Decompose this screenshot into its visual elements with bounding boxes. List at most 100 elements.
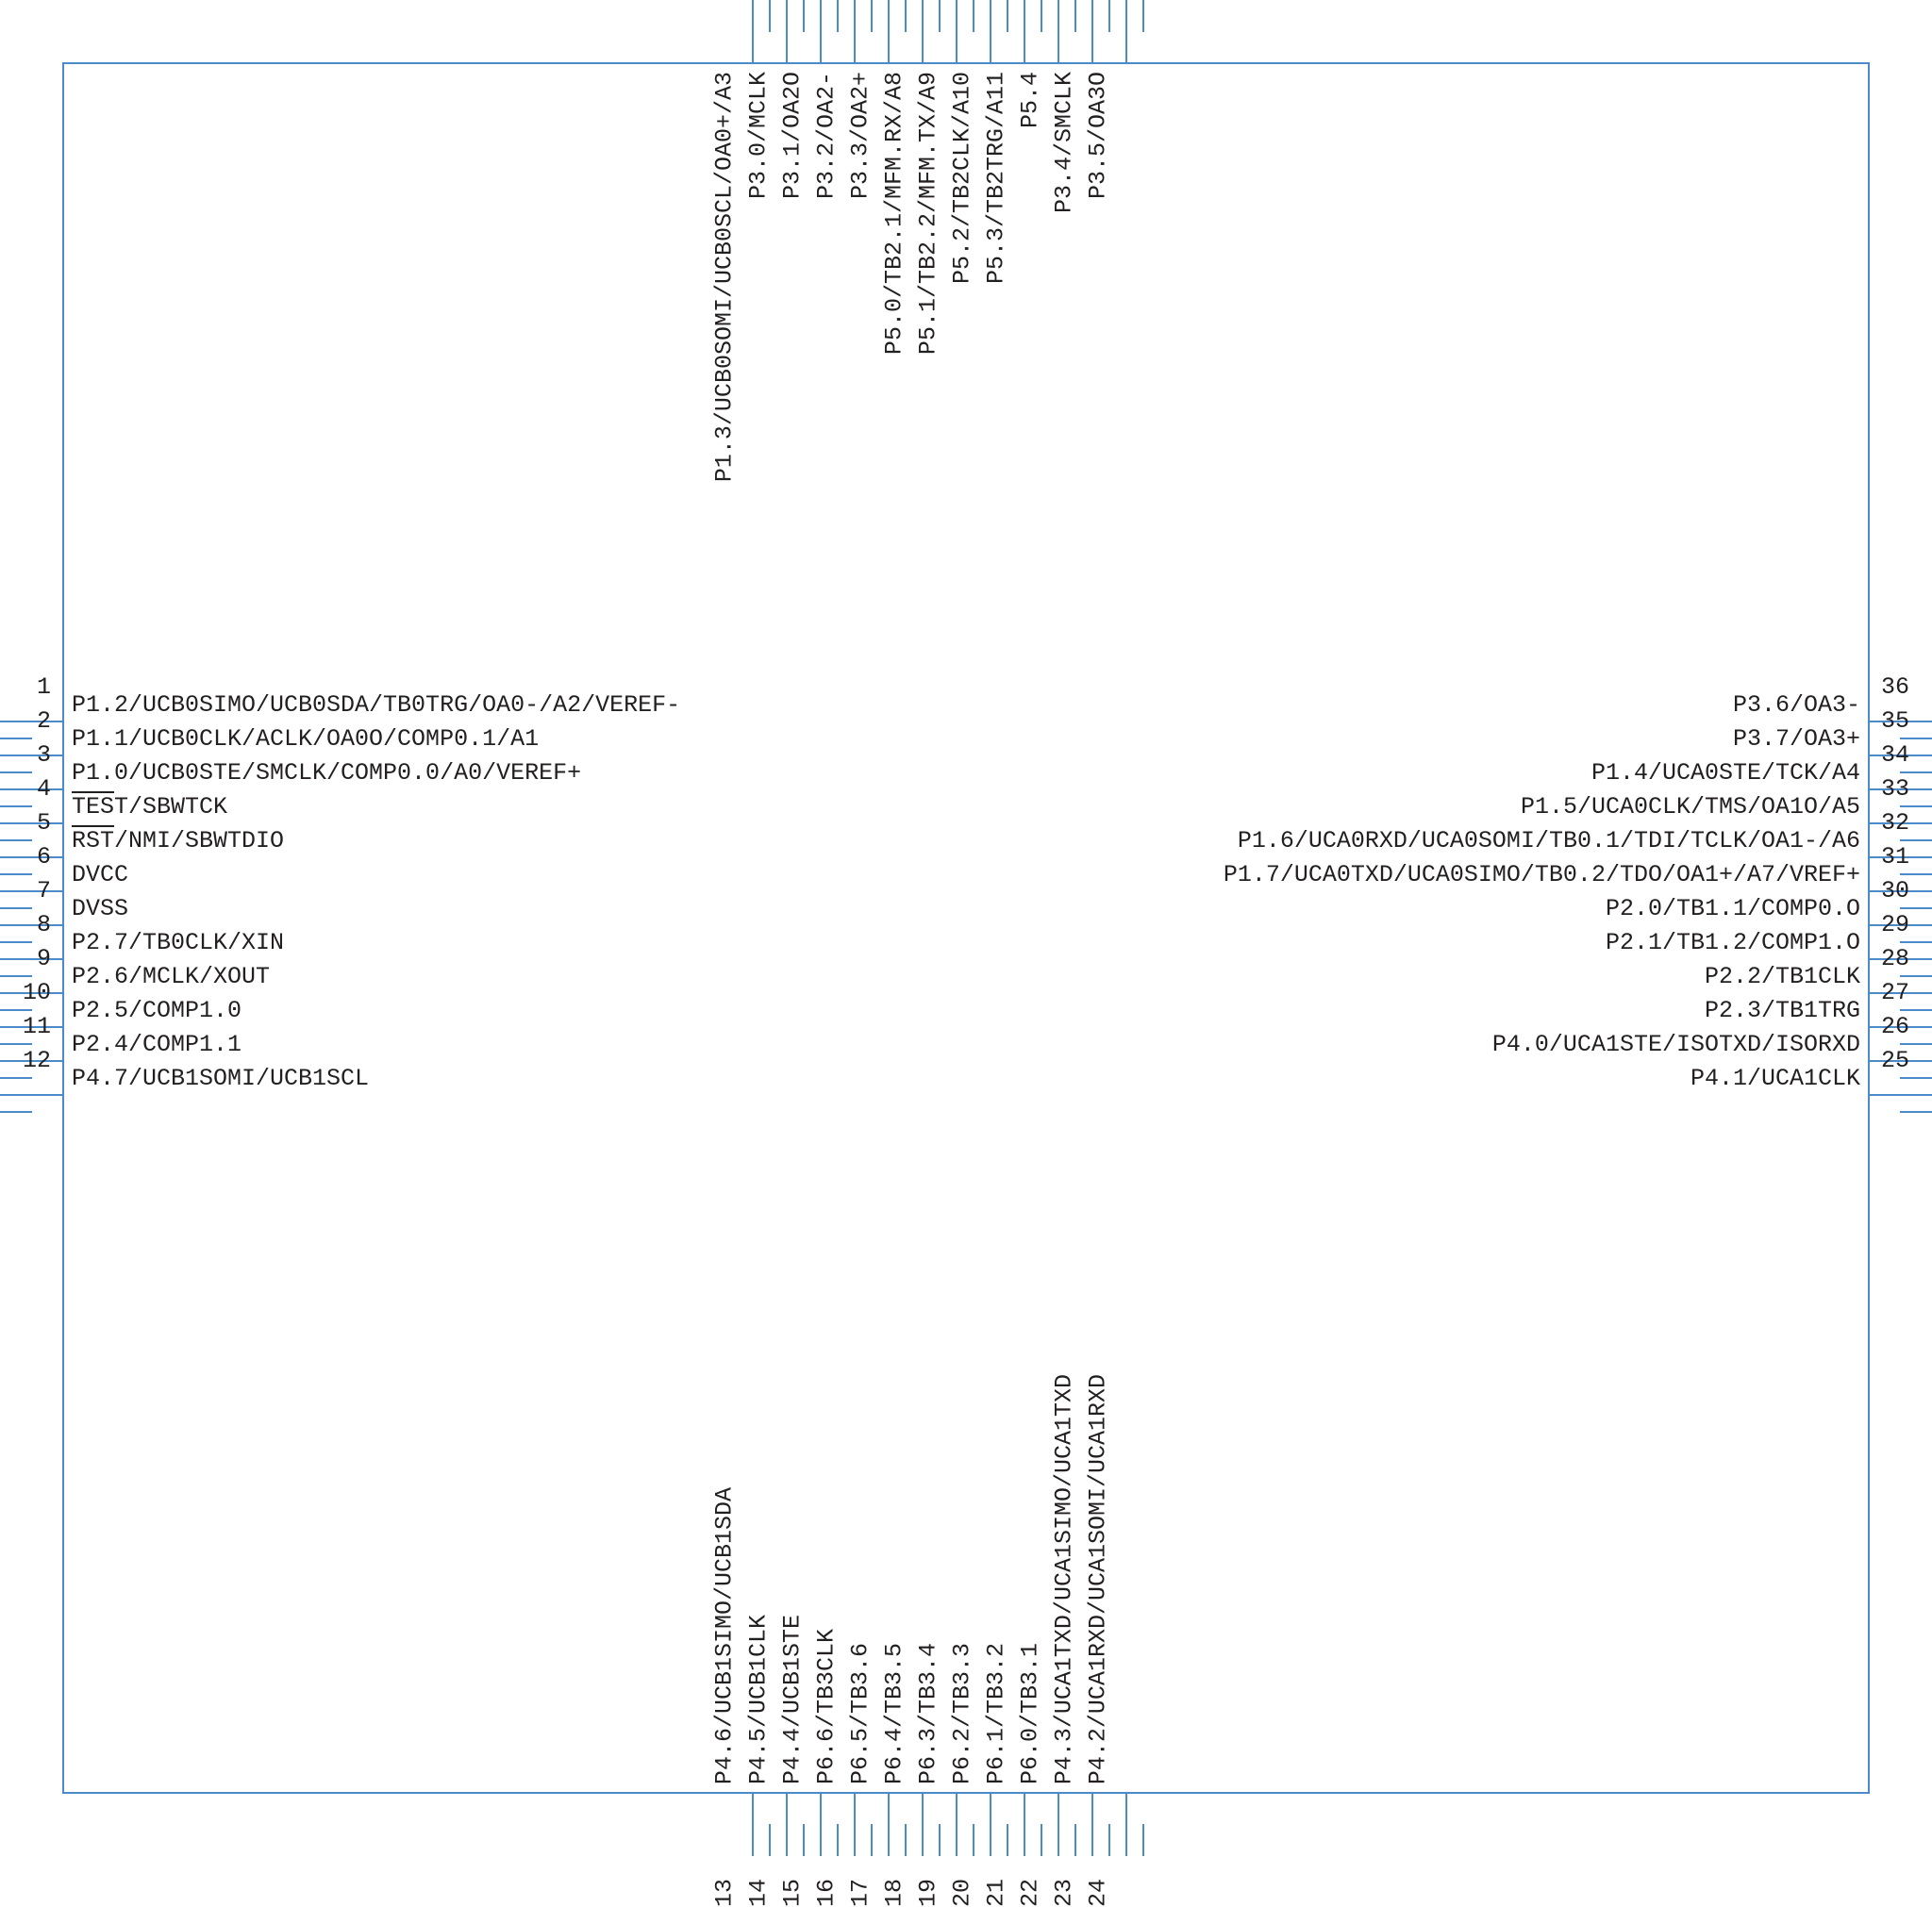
pin-label: P4.7/UCB1SOMI/UCB1SCL bbox=[72, 1065, 369, 1092]
pin-number: 35 bbox=[1881, 707, 1923, 735]
pin: 17P6.5/TB3.6 bbox=[871, 1784, 905, 1856]
pin-label: P1.6/UCA0RXD/UCA0SOMI/TB0.1/TDI/TCLK/OA1… bbox=[1238, 827, 1860, 854]
pin-number: 19 bbox=[915, 1879, 942, 1907]
pin-number: 24 bbox=[1085, 1879, 1112, 1907]
pin-label: P2.1/TB1.2/COMP1.O bbox=[1606, 929, 1860, 956]
pin-label: P3.6/OA3- bbox=[1733, 691, 1860, 719]
pin-number: 3 bbox=[9, 741, 51, 769]
pin-number: 27 bbox=[1881, 979, 1923, 1006]
pin: 23P4.3/UCA1TXD/UCA1SIMO/UCA1TXD bbox=[1074, 1784, 1108, 1856]
pin: 39P5.4 bbox=[1041, 0, 1074, 72]
pin-label: P4.3/UCA1TXD/UCA1SIMO/UCA1TXD bbox=[1051, 1374, 1078, 1784]
pin-number: 2 bbox=[9, 707, 51, 735]
pin-number: 20 bbox=[949, 1879, 976, 1907]
pin: 46P3.1/OA2O bbox=[803, 0, 837, 72]
pin-number: 32 bbox=[1881, 809, 1923, 837]
pin-label: P1.2/UCB0SIMO/UCB0SDA/TB0TRG/OA0-/A2/VER… bbox=[72, 691, 680, 719]
pin-number: 34 bbox=[1881, 741, 1923, 769]
pin-label: P3.7/OA3+ bbox=[1733, 725, 1860, 753]
pin-label: P2.4/COMP1.1 bbox=[72, 1031, 242, 1058]
pin-label: P1.4/UCA0STE/TCK/A4 bbox=[1591, 759, 1860, 787]
pin-number: 8 bbox=[9, 911, 51, 938]
pin: 48P1.3/UCB0SOMI/UCB0SCL/OA0+/A3 bbox=[735, 0, 769, 72]
pin-label: P3.0/MCLK bbox=[745, 72, 773, 199]
pin-label: P4.0/UCA1STE/ISOTXD/ISORXD bbox=[1492, 1031, 1860, 1058]
pin-label: P6.2/TB3.3 bbox=[949, 1643, 976, 1784]
pin: 22P6.0/TB3.1 bbox=[1041, 1784, 1074, 1856]
pin-number: 36 bbox=[1881, 673, 1923, 701]
pin-number: 13 bbox=[711, 1879, 739, 1907]
pin-label: RST/NMI/SBWTDIO bbox=[72, 827, 284, 854]
pin-label: P6.1/TB3.2 bbox=[983, 1643, 1010, 1784]
pin-number: 33 bbox=[1881, 775, 1923, 803]
pin: 45P3.2/OA2- bbox=[837, 0, 871, 72]
pin-number: 11 bbox=[9, 1013, 51, 1040]
pin-label: P1.3/UCB0SOMI/UCB0SCL/OA0+/A3 bbox=[711, 72, 739, 482]
pin: 14P4.5/UCB1CLK bbox=[769, 1784, 803, 1856]
pin-number: 7 bbox=[9, 877, 51, 904]
pin-label: P2.5/COMP1.0 bbox=[72, 997, 242, 1024]
pin-label: P4.6/UCB1SIMO/UCB1SDA bbox=[711, 1487, 739, 1784]
pin-number: 6 bbox=[9, 843, 51, 871]
pin-label: P1.5/UCA0CLK/TMS/OA1O/A5 bbox=[1521, 793, 1860, 821]
pin-number: 22 bbox=[1017, 1879, 1044, 1907]
pin-label: P6.3/TB3.4 bbox=[915, 1643, 942, 1784]
pin-number: 16 bbox=[813, 1879, 841, 1907]
pin-label: P6.5/TB3.6 bbox=[847, 1643, 874, 1784]
pin-label: P4.4/UCB1STE bbox=[779, 1615, 807, 1784]
pin-label: P6.0/TB3.1 bbox=[1017, 1643, 1044, 1784]
pin-label: DVSS bbox=[72, 895, 128, 922]
pin-label: P3.4/SMCLK bbox=[1051, 72, 1078, 213]
pin: 43P5.0/TB2.1/MFM.RX/A8 bbox=[905, 0, 939, 72]
pin-number: 28 bbox=[1881, 945, 1923, 972]
pin: 21P6.1/TB3.2 bbox=[1007, 1784, 1041, 1856]
pin-number: 1 bbox=[9, 673, 51, 701]
pin-label: P6.4/TB3.5 bbox=[881, 1643, 908, 1784]
pin-label: P3.5/OA3O bbox=[1085, 72, 1112, 199]
pin-label: P4.5/UCB1CLK bbox=[745, 1615, 773, 1784]
pin: 37P3.5/OA3O bbox=[1108, 0, 1142, 72]
pinout-diagram: 1 P1.2/UCB0SIMO/UCB0SDA/TB0TRG/OA0-/A2/VE… bbox=[0, 0, 1932, 1856]
pin: 12P4.7/UCB1SOMI/UCB1SCL bbox=[0, 1077, 72, 1111]
pin: 16P6.6/TB3CLK bbox=[837, 1784, 871, 1856]
pin-label: P2.2/TB1CLK bbox=[1705, 963, 1860, 990]
pin: 18P6.4/TB3.5 bbox=[905, 1784, 939, 1856]
pin: 24P4.2/UCA1RXD/UCA1SOMI/UCA1RXD bbox=[1108, 1784, 1142, 1856]
pin-label: P2.6/MCLK/XOUT bbox=[72, 963, 270, 990]
pin-number: 30 bbox=[1881, 877, 1923, 904]
pin-label: P2.0/TB1.1/COMP0.O bbox=[1606, 895, 1860, 922]
pin-label: P5.0/TB2.1/MFM.RX/A8 bbox=[881, 72, 908, 355]
pin-label: P1.0/UCB0STE/SMCLK/COMP0.0/A0/VEREF+ bbox=[72, 759, 581, 787]
pin-number: 5 bbox=[9, 809, 51, 837]
pin-label: DVCC bbox=[72, 861, 128, 888]
pin-label: P5.3/TB2TRG/A11 bbox=[983, 72, 1010, 284]
pin: 20P6.2/TB3.3 bbox=[973, 1784, 1007, 1856]
pin-number: 9 bbox=[9, 945, 51, 972]
pin-label: P6.6/TB3CLK bbox=[813, 1629, 841, 1784]
pin-label: P5.4 bbox=[1017, 72, 1044, 128]
pin-number: 26 bbox=[1881, 1013, 1923, 1040]
pin-number: 10 bbox=[9, 979, 51, 1006]
pin-label: P3.2/OA2- bbox=[813, 72, 841, 199]
pin-label: P4.2/UCA1RXD/UCA1SOMI/UCA1RXD bbox=[1085, 1374, 1112, 1784]
pin-label: TEST/SBWTCK bbox=[72, 793, 227, 821]
pin-number: 15 bbox=[779, 1879, 807, 1907]
pin-label: P5.2/TB2CLK/A10 bbox=[949, 72, 976, 284]
pin: 42P5.1/TB2.2/MFM.TX/A9 bbox=[939, 0, 973, 72]
pin-number: 25 bbox=[1881, 1047, 1923, 1074]
ic-body-rect bbox=[62, 62, 1870, 1794]
pin-number: 31 bbox=[1881, 843, 1923, 871]
pin-label: P3.1/OA2O bbox=[779, 72, 807, 199]
pin: 41P5.2/TB2CLK/A10 bbox=[973, 0, 1007, 72]
pin-label: P1.7/UCA0TXD/UCA0SIMO/TB0.2/TDO/OA1+/A7/… bbox=[1224, 861, 1860, 888]
pin-label: P2.3/TB1TRG bbox=[1705, 997, 1860, 1024]
pin: 40P5.3/TB2TRG/A11 bbox=[1007, 0, 1041, 72]
pin-number: 14 bbox=[745, 1879, 773, 1907]
pin: 44P3.3/OA2+ bbox=[871, 0, 905, 72]
pin-number: 18 bbox=[881, 1879, 908, 1907]
pin: 25P4.1/UCA1CLK bbox=[1860, 1077, 1932, 1111]
pin-number: 17 bbox=[847, 1879, 874, 1907]
pin: 38P3.4/SMCLK bbox=[1074, 0, 1108, 72]
pin-number: 21 bbox=[983, 1879, 1010, 1907]
pin: 15P4.4/UCB1STE bbox=[803, 1784, 837, 1856]
